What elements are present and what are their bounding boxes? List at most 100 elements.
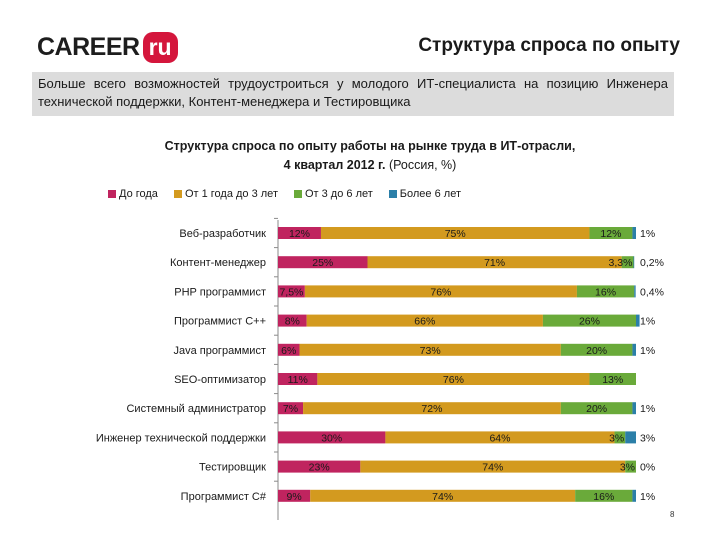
bar-segment: [576, 285, 635, 298]
data-label: 20%: [586, 403, 607, 415]
slide-title: Структура спроса по опыту: [418, 35, 680, 56]
data-label: 8%: [285, 316, 300, 328]
data-label: 76%: [430, 286, 451, 298]
bar-segment: [360, 460, 626, 473]
category-label: PHP программист: [174, 286, 266, 298]
data-label: 12%: [289, 228, 310, 240]
data-label: 11%: [288, 374, 308, 386]
data-label: 1%: [640, 403, 655, 415]
data-label: 1%: [640, 345, 655, 357]
bar-segment: [560, 402, 633, 415]
bar-segment: [589, 373, 636, 385]
data-label: 76%: [443, 374, 464, 386]
bar-segment: [625, 460, 636, 473]
legend-item: До года: [108, 188, 158, 200]
bar-segment: [634, 285, 636, 298]
logo-text: CAREER: [37, 32, 140, 61]
category-label: SEO-оптимизатор: [174, 374, 266, 386]
chart-title-line2: 4 квартал 2012 г. (Россия, %): [130, 156, 610, 175]
legend-item: От 3 до 6 лет: [293, 188, 373, 200]
data-label: 0,2%: [640, 257, 664, 269]
data-label: 16%: [593, 491, 614, 503]
data-label: 1%: [640, 491, 655, 503]
category-label: Программист С++: [174, 316, 266, 328]
data-label: 71%: [484, 257, 505, 269]
category-label: Java программист: [173, 345, 266, 357]
legend-swatch: [173, 190, 182, 198]
bar-segment: [575, 489, 633, 502]
bar-segment: [636, 314, 640, 327]
bar-segment: [317, 373, 590, 385]
logo-badge: ru: [142, 31, 178, 63]
category-label: Веб-разработчик: [179, 228, 266, 240]
bar-segment: [542, 314, 636, 327]
career-ru-logo: CAREER ru: [37, 30, 178, 64]
bar-segment: [303, 402, 561, 415]
data-label: 75%: [445, 228, 466, 240]
data-label: 13%: [602, 374, 623, 386]
data-label: 3%: [609, 432, 624, 444]
data-label: 73%: [420, 345, 441, 357]
bar-segment: [304, 285, 577, 298]
page-number: 8: [670, 510, 675, 519]
category-label: Системный администратор: [126, 403, 266, 415]
bar-segment: [633, 256, 635, 269]
legend-label: От 1 года до 3 лет: [184, 188, 278, 200]
bar-segment: [306, 314, 543, 327]
legend-swatch: [388, 190, 397, 198]
data-label: 3,3%: [609, 257, 633, 269]
bar-segment: [385, 431, 615, 444]
legend-item: От 1 года до 3 лет: [173, 188, 278, 200]
data-label: 20%: [586, 345, 607, 357]
bar-segment: [278, 431, 386, 444]
category-label: Программист C#: [181, 491, 267, 503]
bar-segment: [632, 402, 636, 415]
data-label: 1%: [640, 316, 655, 328]
bar-segment: [310, 489, 576, 502]
data-label: 26%: [579, 316, 600, 328]
data-label: 3%: [640, 432, 655, 444]
bar-segment: [367, 256, 622, 269]
data-label: 7%: [283, 403, 298, 415]
legend-label: Более 6 лет: [399, 188, 461, 200]
data-label: 9%: [287, 491, 302, 503]
data-label: 23%: [309, 462, 330, 474]
data-label: 1%: [640, 228, 655, 240]
category-label: Тестировщик: [199, 462, 266, 474]
bar-segment: [614, 431, 626, 444]
bar-segment: [299, 343, 561, 356]
bar-segment: [632, 343, 636, 356]
bar-segment: [621, 256, 634, 269]
data-label: 66%: [414, 316, 435, 328]
bar-segment: [278, 256, 368, 269]
category-label: Контент-менеджер: [170, 257, 266, 269]
legend-swatch: [293, 190, 302, 198]
data-label: 12%: [600, 228, 621, 240]
data-label: 6%: [281, 345, 296, 357]
data-label: 74%: [432, 491, 453, 503]
chart-title-line1: Структура спроса по опыту работы на рынк…: [164, 139, 576, 153]
bar-segment: [278, 489, 311, 502]
bar-segment: [320, 227, 590, 239]
legend-label: От 3 до 6 лет: [304, 188, 373, 200]
bar-segment: [560, 343, 633, 356]
bar-segment: [278, 227, 321, 239]
data-label: 0,4%: [640, 286, 664, 298]
data-label: 3%: [620, 462, 635, 474]
bar-segment: [632, 227, 636, 239]
bar-segment: [278, 314, 307, 327]
bar-segment: [632, 489, 636, 502]
category-label: Инженер технической поддержки: [96, 432, 266, 444]
data-label: 7,5%: [279, 286, 303, 298]
data-label: 64%: [489, 432, 510, 444]
legend-label: До года: [119, 188, 158, 200]
bar-segment: [278, 343, 300, 356]
chart-title-period: 4 квартал 2012 г.: [283, 158, 386, 172]
bar-segment: [278, 460, 361, 473]
bar-segment: [589, 227, 633, 239]
legend-swatch: [108, 190, 116, 198]
chart-title-scope: (Россия, %): [385, 158, 457, 172]
data-label: 72%: [421, 403, 442, 415]
bar-segment: [625, 431, 636, 444]
